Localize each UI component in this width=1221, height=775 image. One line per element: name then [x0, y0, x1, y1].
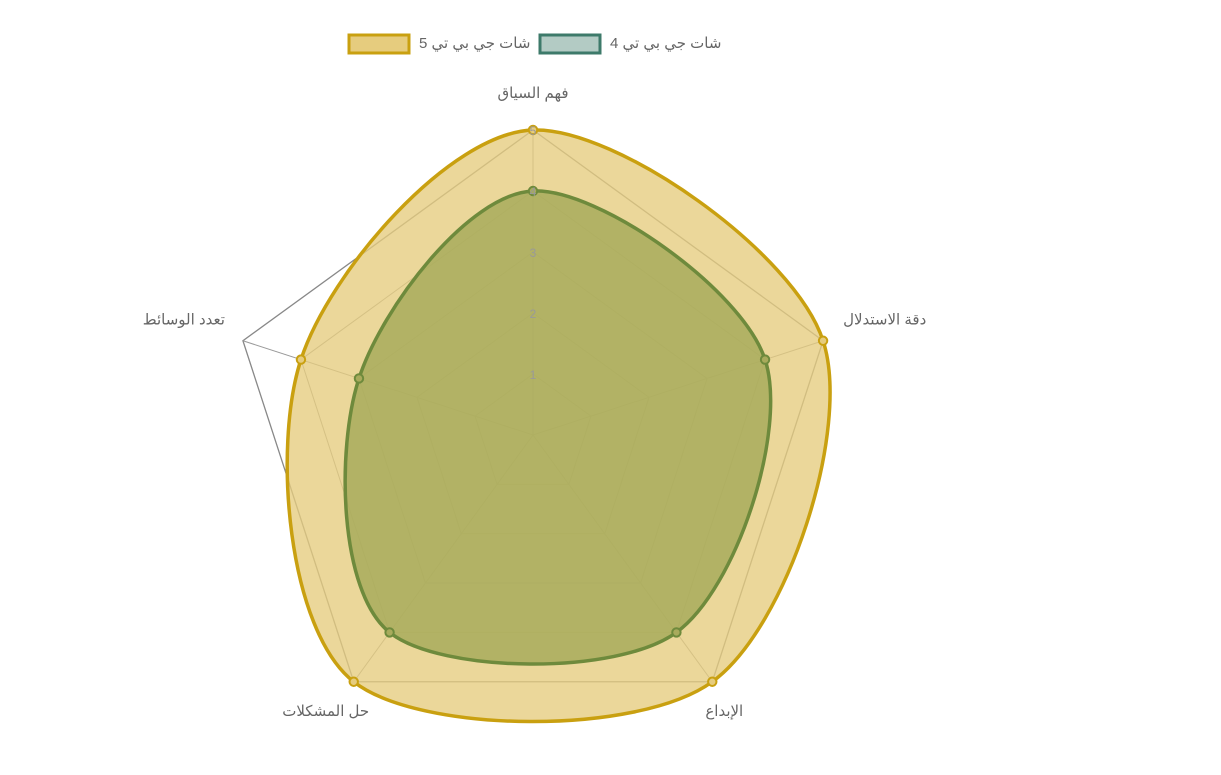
- tick-label-3: 3: [530, 246, 537, 260]
- radial-ticks: 1 2 3 4 5: [530, 124, 537, 382]
- tick-label-2: 2: [530, 307, 537, 321]
- axis-label-1: فهم السياق: [497, 85, 568, 102]
- series-area-gpt4: [343, 189, 773, 666]
- data-point-gpt4-4[interactable]: [384, 627, 395, 638]
- tick-label-4: 4: [530, 185, 537, 199]
- legend-item-gpt4[interactable]: شات جي بي تي 4: [538, 33, 721, 55]
- data-point-gpt5-5[interactable]: [295, 354, 307, 365]
- series-gpt4: [343, 185, 773, 666]
- axis-label-3: الإبداع: [705, 703, 743, 720]
- data-point-gpt5-2[interactable]: [817, 335, 829, 346]
- data-point-gpt5-3[interactable]: [707, 676, 718, 687]
- axis-label-4: حل المشكلات: [282, 703, 369, 720]
- legend-item-gpt5[interactable]: شات جي بي تي 5: [347, 33, 530, 55]
- axis-labels: فهم السياق دقة الاستدلال الإبداع حل المشكلا…: [143, 85, 927, 720]
- data-point-gpt4-1[interactable]: [527, 185, 539, 197]
- axis-label-5: تعدد الوسائط: [143, 312, 225, 329]
- legend-label-gpt5: شات جي بي تي 5: [419, 35, 530, 53]
- legend-label-gpt4: شات جي بي تي 4: [610, 35, 721, 53]
- legend: شات جي بي تي 4 شات جي بي تي 5: [347, 33, 721, 55]
- axis-label-2: دقة الاستدلال: [843, 312, 926, 329]
- tick-label-1: 1: [530, 368, 537, 382]
- data-point-gpt5-1[interactable]: [527, 124, 539, 136]
- data-point-gpt4-3[interactable]: [671, 627, 682, 638]
- legend-swatch-gpt4: [538, 33, 602, 55]
- radar-series: [285, 124, 832, 724]
- legend-swatch-gpt5: [347, 33, 411, 55]
- tick-label-5: 5: [530, 124, 537, 138]
- data-point-gpt4-2[interactable]: [759, 354, 771, 365]
- data-point-gpt4-5[interactable]: [353, 373, 365, 384]
- data-point-gpt5-4[interactable]: [348, 676, 359, 687]
